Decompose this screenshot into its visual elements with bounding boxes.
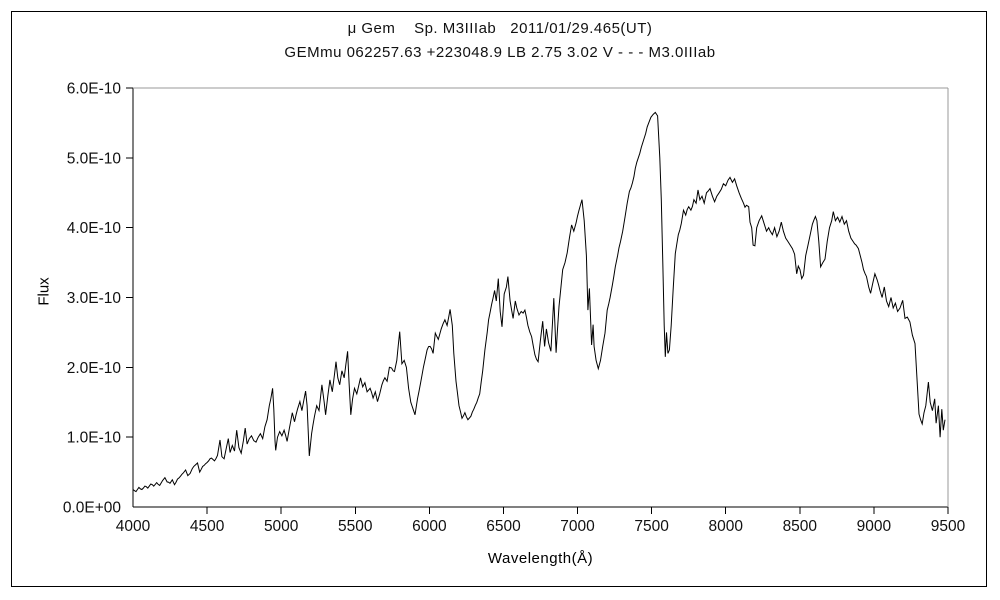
y-tick-label: 3.0E-10	[67, 290, 122, 307]
x-tick-label: 9000	[857, 518, 892, 535]
outer-border	[11, 11, 987, 587]
x-tick-label: 4500	[190, 518, 225, 535]
x-tick-label: 7500	[634, 518, 669, 535]
spectrum-line	[132, 111, 946, 493]
y-tick-label: 2.0E-10	[67, 360, 122, 377]
y-axis-label: Flux	[35, 277, 53, 306]
x-tick-label: 4000	[116, 518, 151, 535]
y-tick-label: 1.0E-10	[67, 430, 122, 447]
x-tick-label: 5000	[264, 518, 299, 535]
chart-title: μ Gem Sp. M3IIIab 2011/01/29.465(UT)	[347, 20, 653, 37]
x-tick-label: 8000	[708, 518, 743, 535]
x-tick-label: 6000	[412, 518, 447, 535]
x-tick-label: 7000	[560, 518, 595, 535]
x-axis-label: Wavelength(Å)	[487, 550, 594, 567]
x-tick-label: 5500	[338, 518, 373, 535]
x-tick-label: 6500	[486, 518, 521, 535]
y-tick-label: 4.0E-10	[67, 220, 122, 237]
y-tick-label: 0.0E+00	[63, 500, 122, 517]
y-tick-label: 5.0E-10	[67, 150, 122, 167]
x-tick-label: 9500	[931, 518, 966, 535]
x-tick-label: 8500	[783, 518, 818, 535]
y-tick-label: 6.0E-10	[67, 81, 122, 98]
chart-subtitle: GEMmu 062257.63 +223048.9 LB 2.75 3.02 V…	[284, 44, 716, 61]
